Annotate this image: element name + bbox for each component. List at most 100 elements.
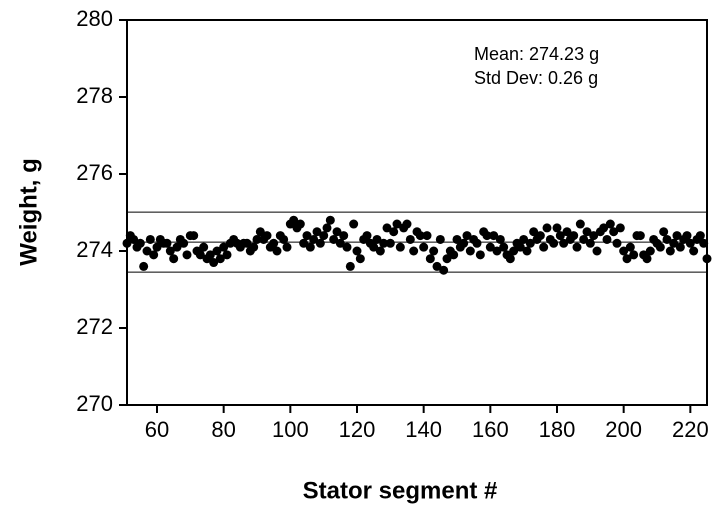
point — [222, 250, 232, 260]
point — [672, 231, 682, 241]
x-tick-label: 180 — [539, 417, 576, 442]
x-axis-label: Stator segment # — [303, 477, 498, 504]
point — [395, 242, 405, 252]
point — [685, 238, 695, 248]
point — [279, 234, 289, 244]
point — [145, 234, 155, 244]
point — [405, 234, 415, 244]
y-tick-label: 280 — [76, 6, 113, 31]
point — [149, 250, 159, 260]
point — [472, 238, 482, 248]
point — [552, 223, 562, 233]
point — [312, 227, 322, 237]
point — [559, 238, 569, 248]
point — [369, 242, 379, 252]
point — [429, 246, 439, 256]
x-tick-label: 160 — [472, 417, 509, 442]
y-tick-label: 274 — [76, 237, 113, 262]
point — [505, 254, 515, 264]
point — [262, 231, 272, 241]
point — [645, 246, 655, 256]
point — [629, 250, 639, 260]
x-tick-label: 120 — [339, 417, 376, 442]
point — [219, 242, 229, 252]
point — [452, 234, 462, 244]
point — [142, 246, 152, 256]
x-tick-label: 80 — [211, 417, 235, 442]
point — [302, 231, 312, 241]
point — [242, 238, 252, 248]
point — [439, 265, 449, 275]
point — [432, 261, 442, 271]
point — [462, 231, 472, 241]
point — [492, 246, 502, 256]
point — [269, 238, 279, 248]
point — [402, 219, 412, 229]
x-tick-label: 200 — [605, 417, 642, 442]
point — [135, 238, 145, 248]
point — [675, 242, 685, 252]
point — [122, 238, 132, 248]
point — [602, 234, 612, 244]
x-tick-label: 100 — [272, 417, 309, 442]
point — [182, 250, 192, 260]
point — [349, 219, 359, 229]
point — [332, 227, 342, 237]
point — [169, 254, 179, 264]
y-tick-label: 278 — [76, 83, 113, 108]
point — [295, 219, 305, 229]
point — [272, 246, 282, 256]
point — [625, 242, 635, 252]
point — [319, 231, 329, 241]
point — [612, 238, 622, 248]
point — [315, 238, 325, 248]
point — [209, 258, 219, 268]
annotation: Std Dev: 0.26 g — [474, 68, 598, 88]
point — [569, 231, 579, 241]
point — [255, 227, 265, 237]
point — [482, 231, 492, 241]
x-tick-label: 60 — [145, 417, 169, 442]
point — [665, 246, 675, 256]
point — [562, 227, 572, 237]
point — [539, 242, 549, 252]
point — [339, 231, 349, 241]
point — [282, 242, 292, 252]
point — [699, 238, 709, 248]
point — [375, 246, 385, 256]
point — [329, 234, 339, 244]
point — [215, 254, 225, 264]
y-tick-label: 276 — [76, 160, 113, 185]
point — [139, 261, 149, 271]
point — [519, 234, 529, 244]
point — [619, 246, 629, 256]
point — [592, 246, 602, 256]
point — [609, 227, 619, 237]
point — [509, 246, 519, 256]
point — [489, 231, 499, 241]
point — [615, 223, 625, 233]
point — [425, 254, 435, 264]
point — [392, 219, 402, 229]
point — [305, 242, 315, 252]
point — [342, 242, 352, 252]
point — [205, 250, 215, 260]
point — [495, 234, 505, 244]
point — [325, 215, 335, 225]
point — [189, 231, 199, 241]
point — [575, 219, 585, 229]
point — [355, 254, 365, 264]
point — [129, 234, 139, 244]
point — [529, 227, 539, 237]
point — [459, 238, 469, 248]
point — [585, 238, 595, 248]
point — [605, 219, 615, 229]
point — [249, 242, 259, 252]
point — [442, 254, 452, 264]
point — [335, 238, 345, 248]
point — [702, 254, 712, 264]
point — [485, 242, 495, 252]
point — [642, 254, 652, 264]
point — [662, 234, 672, 244]
point — [542, 223, 552, 233]
